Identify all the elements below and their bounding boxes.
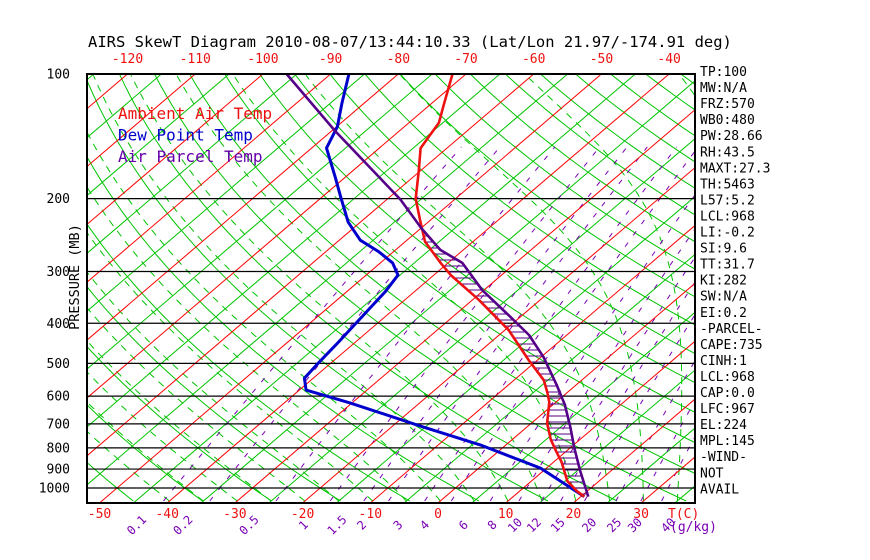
stat-line: -WIND- — [700, 450, 747, 465]
bottom-temp-tick-label: -40 — [155, 507, 178, 522]
legend-item-ambient: Ambient Air Temp — [118, 104, 272, 123]
stat-line: PW:28.66 — [700, 129, 763, 144]
cape-hatching — [423, 235, 588, 495]
temp-unit-label: T(C) — [668, 507, 699, 522]
stat-line: LCL:968 — [700, 209, 755, 224]
stat-line: KI:282 — [700, 274, 747, 289]
stat-line: -PARCEL- — [700, 322, 763, 337]
legend-item-parcel: Air Parcel Temp — [118, 147, 263, 166]
top-temp-tick-label: -70 — [454, 52, 477, 67]
bottom-temp-tick-label: -20 — [291, 507, 314, 522]
stat-line: MPL:145 — [700, 434, 755, 449]
bottom-temp-tick-label: -30 — [223, 507, 246, 522]
stat-line: L57:5.2 — [700, 193, 755, 208]
mixing-ratio-tick-label: 4 — [417, 518, 432, 533]
chart-title: AIRS SkewT Diagram 2010-08-07/13:44:10.3… — [88, 33, 732, 51]
stat-line: TT:31.7 — [700, 258, 755, 273]
pressure-tick-label: 100 — [47, 68, 70, 83]
bottom-temp-tick-label: 20 — [566, 507, 582, 522]
pressure-axis-title: PRESSURE (MB) — [67, 224, 83, 330]
stat-line: MW:N/A — [700, 81, 747, 96]
pressure-tick-label: 800 — [47, 441, 70, 456]
stat-line: NOT — [700, 466, 724, 481]
stat-line: RH:43.5 — [700, 145, 755, 160]
stat-line: SI:9.6 — [700, 242, 747, 257]
stat-line: FRZ:570 — [700, 97, 755, 112]
stat-line: LFC:967 — [700, 402, 755, 417]
top-temp-tick-label: -90 — [319, 52, 342, 67]
mixing-ratio-tick-label: 1.5 — [324, 513, 349, 538]
legend-item-dew: Dew Point Temp — [118, 126, 253, 145]
top-temp-tick-label: -60 — [522, 52, 545, 67]
stat-line: EL:224 — [700, 418, 747, 433]
mixing-ratio-tick-label: 25 — [604, 515, 624, 535]
bottom-temp-tick-label: -10 — [359, 507, 382, 522]
stat-line: LCL:968 — [700, 370, 755, 385]
top-temp-tick-label: -50 — [590, 52, 613, 67]
stat-line: CAP:0.0 — [700, 386, 755, 401]
plot-border — [86, 73, 696, 504]
stat-line: TP:100 — [700, 65, 747, 80]
top-temp-tick-label: -40 — [657, 52, 680, 67]
stat-line: AVAIL — [700, 482, 739, 497]
bottom-temp-tick-label: -50 — [88, 507, 111, 522]
pressure-tick-label: 1000 — [39, 482, 70, 497]
stat-line: MAXT:27.3 — [700, 161, 770, 176]
stat-line: CINH:1 — [700, 354, 747, 369]
bottom-temp-tick-label: 10 — [498, 507, 514, 522]
top-temp-tick-label: -120 — [112, 52, 143, 67]
mixing-ratio-tick-label: 12 — [524, 515, 544, 535]
pressure-tick-label: 900 — [47, 463, 70, 478]
top-temp-tick-label: -80 — [387, 52, 410, 67]
pressure-tick-label: 600 — [47, 390, 70, 405]
background-grid — [87, 74, 695, 503]
stat-line: CAPE:735 — [700, 338, 763, 353]
pressure-tick-label: 500 — [47, 357, 70, 372]
pressure-gridlines — [87, 73, 695, 489]
mixing-ratio-tick-label: 0.1 — [124, 513, 149, 538]
stat-line: WB0:480 — [700, 113, 755, 128]
mixing-unit-label: (g/kg) — [670, 520, 717, 535]
top-temp-tick-label: -110 — [180, 52, 211, 67]
pressure-tick-label: 200 — [47, 192, 70, 207]
sounding-profiles — [285, 74, 590, 498]
stat-line: SW:N/A — [700, 290, 747, 305]
stats-panel: TP:100MW:N/AFRZ:570WB0:480PW:28.66RH:43.… — [700, 65, 770, 497]
bottom-temp-tick-label: 30 — [633, 507, 649, 522]
pressure-tick-label: 400 — [47, 317, 70, 332]
pressure-tick-label: 700 — [47, 417, 70, 432]
mixing-ratio-tick-label: 6 — [456, 518, 471, 533]
legend: Ambient Air Temp Dew Point Temp Air Parcel… — [118, 104, 272, 166]
stat-line: EI:0.2 — [700, 306, 747, 321]
bottom-temp-tick-label: 0 — [434, 507, 442, 522]
mixing-ratio-tick-label: 3 — [390, 518, 405, 533]
mixing-ratio-tick-label: 20 — [579, 515, 599, 535]
pressure-tick-label: 300 — [47, 265, 70, 280]
stat-line: LI:-0.2 — [700, 226, 755, 241]
stat-line: TH:5463 — [700, 177, 755, 192]
top-temp-tick-label: -100 — [247, 52, 278, 67]
